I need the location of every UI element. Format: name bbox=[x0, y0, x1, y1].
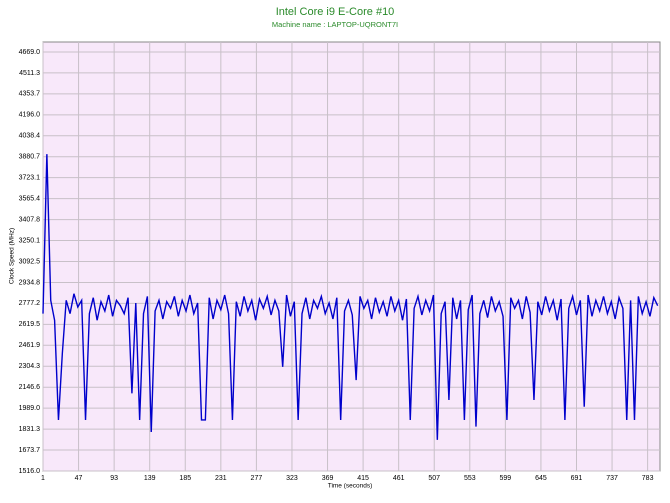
y-axis-label: Clock Speed (MHz) bbox=[9, 228, 16, 284]
x-tick-label: 323 bbox=[286, 475, 298, 482]
x-tick-label: 553 bbox=[464, 475, 476, 482]
y-tick-label: 3250.1 bbox=[19, 237, 41, 244]
x-tick-label: 507 bbox=[428, 475, 440, 482]
x-tick-label: 185 bbox=[179, 475, 191, 482]
y-tick-label: 1516.0 bbox=[19, 468, 41, 475]
x-tick-label: 231 bbox=[215, 475, 227, 482]
y-tick-label: 3880.7 bbox=[19, 154, 41, 161]
y-tick-label: 1989.0 bbox=[19, 405, 41, 412]
x-tick-label: 277 bbox=[251, 475, 263, 482]
y-tick-label: 3407.8 bbox=[19, 216, 41, 223]
y-tick-label: 2934.8 bbox=[19, 279, 41, 286]
x-tick-label: 461 bbox=[393, 475, 405, 482]
chart-title: Intel Core i9 E-Core #10 bbox=[276, 6, 395, 18]
x-axis-label: Time (seconds) bbox=[328, 483, 373, 490]
y-tick-label: 1831.3 bbox=[19, 426, 41, 433]
x-tick-label: 415 bbox=[357, 475, 369, 482]
data-line bbox=[42, 154, 659, 440]
x-tick-label: 1 bbox=[41, 475, 45, 482]
y-tick-label: 2777.2 bbox=[19, 300, 41, 307]
x-tick-label: 691 bbox=[571, 475, 583, 482]
plot-area bbox=[42, 41, 661, 472]
y-tick-label: 1673.7 bbox=[19, 447, 41, 454]
y-tick-label: 2461.9 bbox=[19, 342, 41, 349]
x-tick-label: 645 bbox=[535, 475, 547, 482]
y-tick-label: 4353.7 bbox=[19, 91, 41, 98]
y-tick-label: 4196.0 bbox=[19, 112, 41, 119]
x-tick-label: 47 bbox=[75, 475, 83, 482]
x-tick-label: 369 bbox=[322, 475, 334, 482]
y-tick-label: 4038.4 bbox=[19, 133, 41, 140]
x-tick-label: 139 bbox=[144, 475, 156, 482]
y-tick-label: 4511.3 bbox=[19, 70, 40, 77]
y-tick-label: 3565.4 bbox=[19, 195, 41, 202]
x-tick-label: 93 bbox=[110, 475, 118, 482]
y-tick-label: 4669.0 bbox=[19, 49, 41, 56]
y-tick-label: 2304.3 bbox=[19, 363, 41, 370]
x-tick-label: 737 bbox=[606, 475, 618, 482]
x-tick-label: 599 bbox=[500, 475, 512, 482]
y-tick-label: 3092.5 bbox=[19, 258, 41, 265]
x-tick-label: 783 bbox=[642, 475, 654, 482]
y-tick-label: 3723.1 bbox=[19, 175, 41, 182]
chart-subtitle: Machine name : LAPTOP-UQRONT7I bbox=[272, 20, 398, 29]
y-tick-label: 2619.5 bbox=[19, 321, 41, 328]
y-tick-label: 2146.6 bbox=[19, 384, 41, 391]
